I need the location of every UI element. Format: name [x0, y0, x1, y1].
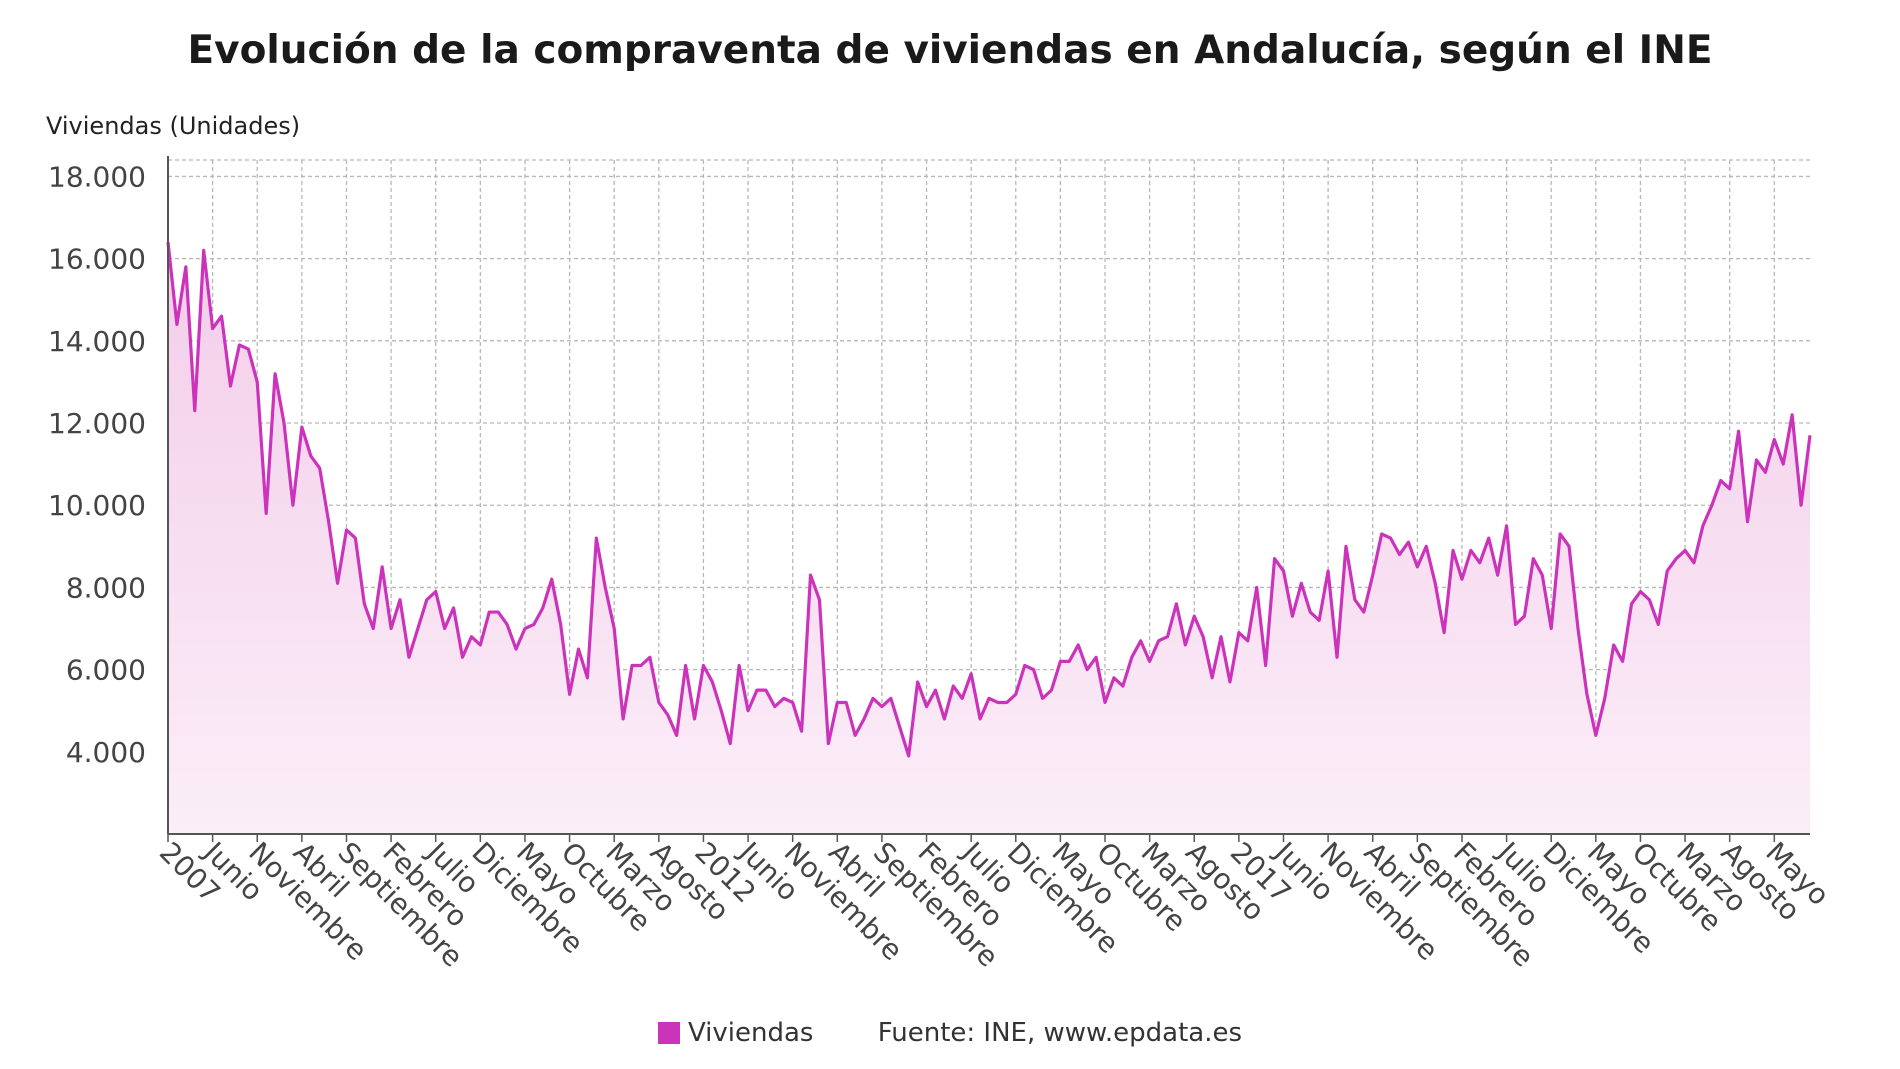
y-tick-label: 14.000 — [48, 325, 146, 358]
legend: Viviendas Fuente: INE, www.epdata.es — [0, 1018, 1900, 1048]
chart-title: Evolución de la compraventa de viviendas… — [187, 28, 1713, 73]
y-tick-label: 10.000 — [48, 489, 146, 522]
y-tick-label: 16.000 — [48, 243, 146, 276]
y-tick-label: 12.000 — [48, 407, 146, 440]
y-tick-label: 6.000 — [66, 654, 146, 687]
legend-label: Viviendas — [687, 1018, 814, 1048]
y-tick-label: 4.000 — [66, 736, 146, 769]
y-axis-label: Viviendas (Unidades) — [46, 112, 301, 140]
series-area — [168, 242, 1810, 834]
y-tick-label: 18.000 — [48, 160, 146, 193]
source-note: Fuente: INE, www.epdata.es — [877, 1018, 1243, 1048]
series-line — [166, 242, 1812, 758]
legend-swatch — [657, 1022, 680, 1044]
y-tick-label: 8.000 — [66, 571, 146, 604]
